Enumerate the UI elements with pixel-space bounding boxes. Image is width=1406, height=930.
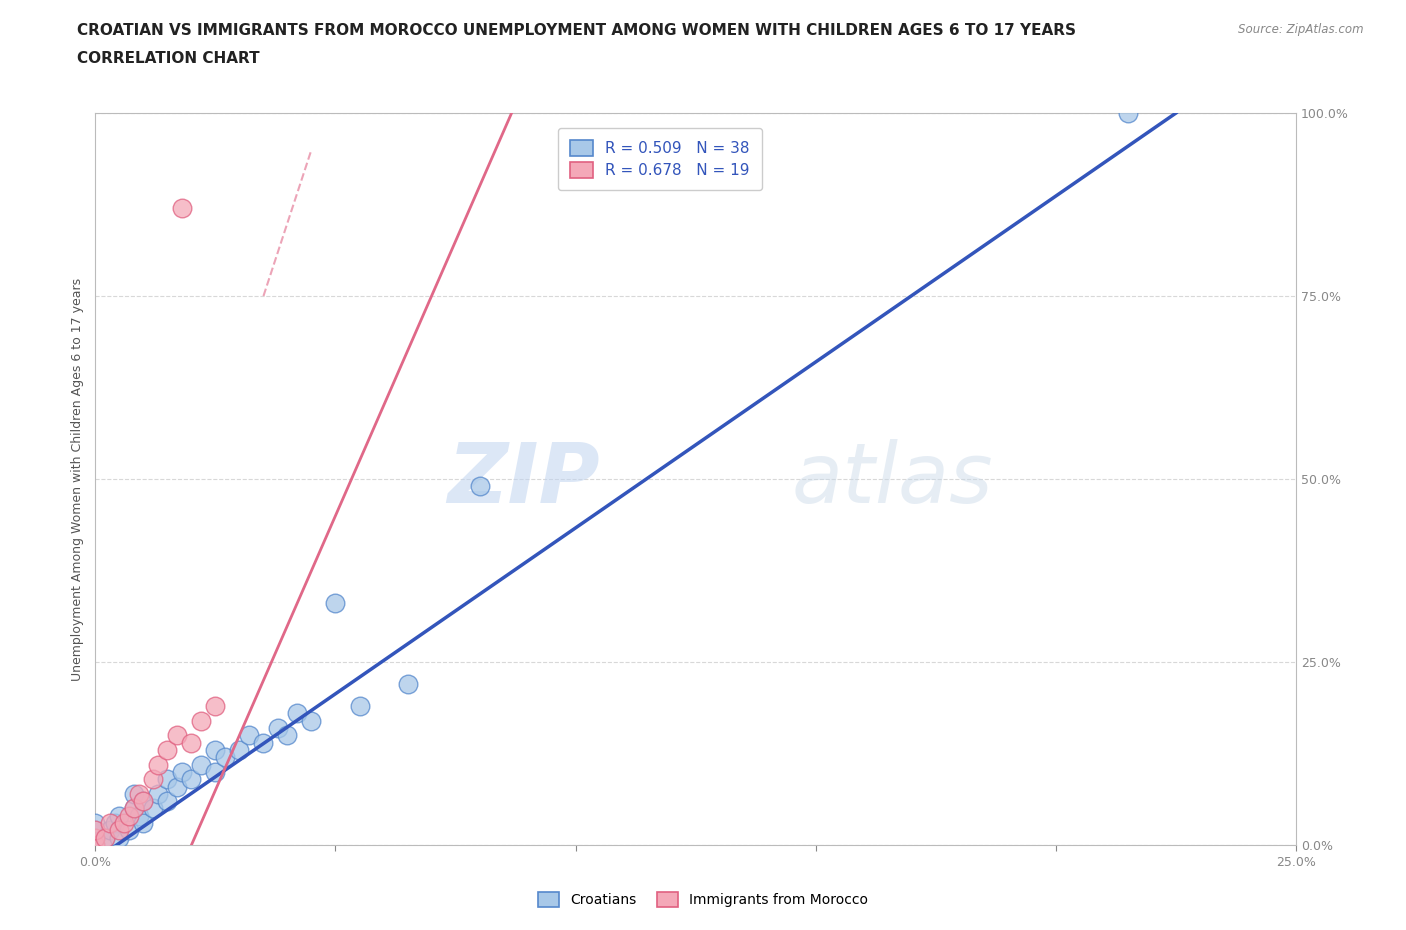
Point — [285, 706, 308, 721]
Point — [170, 201, 193, 216]
Point — [228, 742, 250, 757]
Point — [156, 793, 179, 808]
Point — [84, 838, 107, 853]
Point — [94, 830, 117, 845]
Point — [118, 808, 141, 823]
Point — [204, 698, 226, 713]
Point — [142, 772, 165, 787]
Point — [94, 830, 117, 845]
Text: CORRELATION CHART: CORRELATION CHART — [77, 51, 260, 66]
Point — [396, 677, 419, 692]
Point — [122, 801, 145, 816]
Point — [98, 816, 121, 830]
Point — [156, 772, 179, 787]
Point — [166, 779, 188, 794]
Point — [132, 793, 155, 808]
Point — [108, 808, 131, 823]
Point — [118, 823, 141, 838]
Point — [156, 742, 179, 757]
Point — [238, 728, 260, 743]
Point — [132, 816, 155, 830]
Text: Source: ZipAtlas.com: Source: ZipAtlas.com — [1239, 23, 1364, 36]
Point — [1116, 106, 1139, 121]
Legend: Croatians, Immigrants from Morocco: Croatians, Immigrants from Morocco — [527, 882, 879, 919]
Point — [122, 801, 145, 816]
Point — [190, 713, 212, 728]
Point — [132, 793, 155, 808]
Point — [180, 772, 202, 787]
Point — [276, 728, 298, 743]
Point — [84, 823, 107, 838]
Point — [128, 808, 150, 823]
Point — [108, 830, 131, 845]
Point — [84, 830, 107, 845]
Point — [204, 742, 226, 757]
Point — [252, 735, 274, 750]
Point — [84, 823, 107, 838]
Point — [190, 757, 212, 772]
Point — [84, 838, 107, 853]
Point — [98, 823, 121, 838]
Point — [468, 479, 491, 494]
Point — [214, 750, 236, 764]
Point — [122, 787, 145, 802]
Point — [301, 713, 323, 728]
Point — [112, 816, 135, 830]
Point — [103, 816, 125, 830]
Point — [180, 735, 202, 750]
Point — [142, 801, 165, 816]
Text: atlas: atlas — [792, 439, 994, 520]
Point — [84, 830, 107, 845]
Point — [204, 764, 226, 779]
Point — [84, 816, 107, 830]
Legend: R = 0.509   N = 38, R = 0.678   N = 19: R = 0.509 N = 38, R = 0.678 N = 19 — [558, 128, 762, 191]
Text: CROATIAN VS IMMIGRANTS FROM MOROCCO UNEMPLOYMENT AMONG WOMEN WITH CHILDREN AGES : CROATIAN VS IMMIGRANTS FROM MOROCCO UNEM… — [77, 23, 1077, 38]
Point — [146, 787, 169, 802]
Point — [349, 698, 371, 713]
Point — [267, 721, 290, 736]
Point — [128, 787, 150, 802]
Point — [170, 764, 193, 779]
Point — [166, 728, 188, 743]
Point — [108, 823, 131, 838]
Point — [325, 596, 347, 611]
Y-axis label: Unemployment Among Women with Children Ages 6 to 17 years: Unemployment Among Women with Children A… — [72, 277, 84, 681]
Text: ZIP: ZIP — [447, 439, 599, 520]
Point — [146, 757, 169, 772]
